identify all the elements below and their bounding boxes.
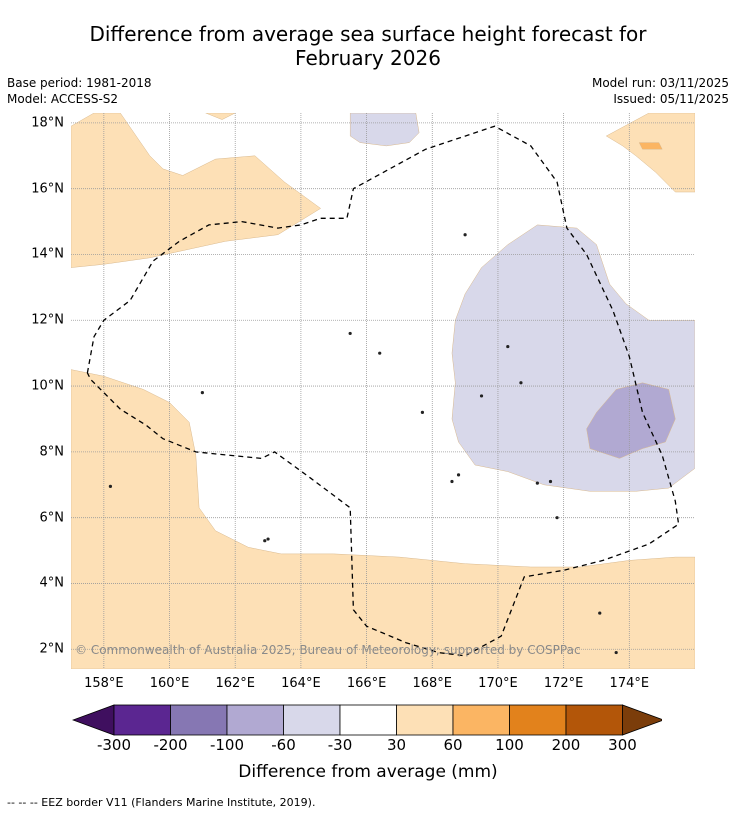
colorbar-bin <box>226 704 284 736</box>
map-title-line-2: February 2026 <box>295 46 441 70</box>
colorbar-bin <box>170 704 228 736</box>
colorbar-bin <box>452 704 510 736</box>
lon-tick-label: 158°E <box>84 676 124 691</box>
colorbar-bin <box>565 704 623 736</box>
island-16 <box>463 233 467 237</box>
colorbar-tick-label: 30 <box>386 736 407 754</box>
anomaly-region-4 <box>71 369 695 669</box>
anomaly-region-2 <box>605 113 695 193</box>
anomaly-region-5 <box>349 113 420 147</box>
island-9 <box>479 394 484 398</box>
anomaly-region-7 <box>586 382 676 459</box>
model-run-text: Model run: 03/11/2025 <box>591 76 729 90</box>
colorbar-bin <box>283 704 341 736</box>
island-13 <box>598 611 602 615</box>
base-period-text: Base period: 1981-2018 <box>7 76 152 90</box>
lon-tick-label: 160°E <box>149 676 190 691</box>
lon-tick-label: 174°E <box>609 676 650 691</box>
island-3 <box>200 391 204 395</box>
map-panel: © Commonwealth of Australia 2025, Bureau… <box>71 113 695 669</box>
lon-tick-label: 164°E <box>281 676 321 691</box>
eez-border <box>86 125 680 657</box>
model-text: Model: ACCESS-S2 <box>7 92 119 106</box>
lon-tick-label: 170°E <box>478 676 518 691</box>
colorbar-bin <box>113 704 171 736</box>
island-4 <box>348 331 352 336</box>
lat-tick-label: 8°N <box>39 444 65 460</box>
island-0 <box>108 484 113 489</box>
map-title-line-1: Difference from average sea surface heig… <box>89 22 647 46</box>
lat-tick-label: 18°N <box>31 115 64 131</box>
lat-tick-label: 14°N <box>31 246 64 262</box>
lon-tick-label: 166°E <box>346 676 387 691</box>
island-15 <box>506 344 510 349</box>
colorbar-bin <box>339 704 397 736</box>
issued-text: Issued: 05/11/2025 <box>613 92 729 106</box>
island-12 <box>548 479 553 484</box>
colorbar-tick-label: 60 <box>443 736 463 754</box>
map-title: Difference from average sea surface heig… <box>0 22 736 70</box>
colorbar-tick-label: 200 <box>551 736 581 754</box>
island-1 <box>263 539 267 543</box>
eez-border-legend: -- -- -- EEZ border V11 (Flanders Marine… <box>7 796 316 809</box>
anomaly-region-1 <box>205 113 236 120</box>
colorbar-title: Difference from average (mm) <box>238 762 498 782</box>
colorbar-tick-label: 300 <box>608 736 637 754</box>
lat-tick-label: 12°N <box>31 312 64 328</box>
colorbar-bin <box>396 704 454 736</box>
anomaly-region-3 <box>638 142 663 150</box>
lat-tick-label: 16°N <box>31 181 64 197</box>
metadata-right: Model run: 03/11/2025 Issued: 05/11/2025 <box>592 75 729 107</box>
colorbar-tick-label: 100 <box>495 736 524 754</box>
island-6 <box>420 410 425 414</box>
island-17 <box>555 516 559 520</box>
island-5 <box>378 351 382 355</box>
metadata-left: Base period: 1981-2018 Model: ACCESS-S2 <box>7 75 152 107</box>
island-8 <box>456 473 461 477</box>
colorbar-tick-label: -200 <box>153 736 188 754</box>
anomaly-region-6 <box>451 224 695 492</box>
colorbar-tick-label: -300 <box>96 736 132 754</box>
copyright-notice: © Commonwealth of Australia 2025, Bureau… <box>75 643 581 657</box>
island-11 <box>535 481 539 485</box>
lat-tick-label: 2°N <box>39 641 65 657</box>
island-14 <box>614 650 618 655</box>
island-2 <box>266 537 270 541</box>
colorbar-tick-label: -30 <box>327 736 353 754</box>
colorbar <box>72 704 662 736</box>
lat-tick-label: 4°N <box>39 575 65 591</box>
map-canvas <box>71 113 695 669</box>
colorbar-tick-label: -60 <box>271 736 296 754</box>
anomaly-region-0 <box>71 113 322 268</box>
colorbar-tick-label: -100 <box>209 736 245 754</box>
island-10 <box>519 381 523 385</box>
lon-tick-label: 172°E <box>543 676 584 691</box>
colorbar-bin <box>509 704 567 736</box>
colorbar-high-extend <box>622 704 662 736</box>
colorbar-low-extend <box>72 704 115 736</box>
lat-tick-label: 10°N <box>31 378 64 394</box>
lon-tick-label: 168°E <box>412 676 453 691</box>
lat-tick-label: 6°N <box>39 510 65 526</box>
island-7 <box>450 479 454 484</box>
lon-tick-label: 162°E <box>215 676 255 691</box>
